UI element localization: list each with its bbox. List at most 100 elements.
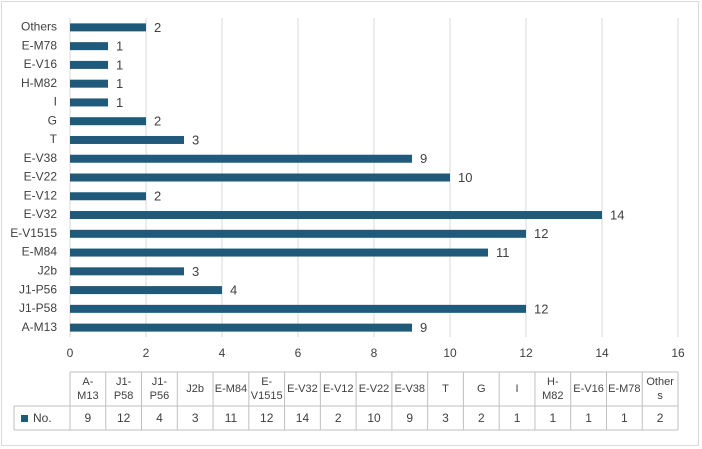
table-header-cell: E-V22 [359, 383, 390, 395]
bar [70, 286, 222, 295]
table-header-cell: E-V32 [287, 383, 318, 395]
table-header-cell: M13 [77, 390, 98, 402]
data-label: 4 [230, 283, 237, 298]
y-tick-label: E-V38 [24, 151, 58, 165]
y-tick-label: J1-P56 [19, 282, 57, 296]
table-header-cell: G [477, 383, 486, 395]
y-tick-label: E-M78 [22, 38, 58, 52]
x-tick-label: 6 [295, 346, 302, 360]
data-label: 2 [154, 114, 161, 129]
table-value-cell: 11 [225, 411, 238, 425]
table-header-cell: P58 [114, 390, 134, 402]
table-header-cell: I [516, 383, 519, 395]
table-header-cell: H- [547, 376, 559, 388]
bar [70, 211, 602, 220]
y-tick-label: E-V32 [24, 207, 58, 221]
table-value-cell: 12 [117, 411, 131, 425]
table-header-cell: A- [82, 376, 93, 388]
table-header-cell: Other [646, 376, 674, 388]
table-value-cell: 1 [585, 411, 592, 425]
bar [70, 79, 108, 88]
x-tick-label: 14 [595, 346, 609, 360]
y-tick-label: A-M13 [22, 320, 58, 334]
bar [70, 229, 526, 238]
table-value-cell: 12 [260, 411, 274, 425]
table-value-cell: 1 [514, 411, 521, 425]
legend-label: No. [33, 411, 52, 425]
bar [70, 154, 412, 163]
x-tick-label: 16 [671, 346, 685, 360]
data-label: 14 [610, 207, 624, 222]
bar [70, 98, 108, 107]
table-value-cell: 14 [296, 411, 310, 425]
table-value-cell: 2 [657, 411, 664, 425]
table-header-cell: P56 [150, 390, 170, 402]
bar [70, 192, 146, 201]
bar [70, 248, 488, 257]
table-header-cell: J1- [152, 376, 168, 388]
y-tick-label: J2b [38, 263, 58, 277]
table-header-cell: E-V38 [394, 383, 425, 395]
data-label: 3 [192, 132, 199, 147]
bar [70, 323, 412, 332]
x-tick-label: 2 [143, 346, 150, 360]
data-label: 1 [116, 39, 123, 54]
table-value-cell: 2 [478, 411, 485, 425]
table-header-cell: V1515 [251, 390, 283, 402]
data-label: 12 [534, 301, 548, 316]
table-value-cell: 4 [156, 411, 163, 425]
y-tick-label: Others [21, 20, 57, 34]
table-value-cell: 9 [406, 411, 413, 425]
y-tick-label: E-V12 [24, 188, 58, 202]
x-tick-label: 4 [219, 346, 226, 360]
x-tick-label: 8 [371, 346, 378, 360]
y-tick-label: G [48, 113, 57, 127]
data-label: 9 [420, 151, 427, 166]
table-header-cell: E-V16 [573, 383, 604, 395]
table-value-cell: 3 [442, 411, 449, 425]
bar [70, 267, 184, 276]
y-tick-label: E-M84 [22, 245, 58, 259]
x-tick-label: 10 [443, 346, 457, 360]
data-label: 2 [154, 20, 161, 35]
data-label: 2 [154, 189, 161, 204]
bar [70, 117, 146, 126]
data-label: 3 [192, 264, 199, 279]
data-label: 9 [420, 320, 427, 335]
bar [70, 42, 108, 51]
table-value-cell: 9 [85, 411, 92, 425]
y-tick-label: T [50, 132, 58, 146]
table-header-cell: T [442, 383, 449, 395]
bar [70, 23, 146, 32]
legend-key [21, 415, 28, 422]
data-label: 1 [116, 57, 123, 72]
x-tick-label: 0 [67, 346, 74, 360]
y-tick-label: E-V16 [24, 57, 58, 71]
bar [70, 60, 108, 69]
data-label: 11 [496, 245, 510, 260]
bar [70, 304, 526, 313]
y-tick-label: H-M82 [21, 76, 57, 90]
y-tick-label: E-V1515 [10, 226, 57, 240]
y-tick-label: J1-P58 [19, 301, 57, 315]
table-header-cell: M82 [542, 390, 563, 402]
x-tick-label: 12 [519, 346, 533, 360]
table-header-cell: J2b [186, 383, 204, 395]
data-label: 1 [116, 95, 123, 110]
bar [70, 135, 184, 144]
table-value-cell: 3 [192, 411, 199, 425]
data-label: 12 [534, 226, 548, 241]
table-header-cell: E- [261, 376, 272, 388]
y-tick-label: E-V22 [24, 170, 58, 184]
y-tick-label: I [54, 95, 57, 109]
table-header-cell: E-M84 [215, 383, 247, 395]
table-header-cell: E-V12 [323, 383, 354, 395]
table-header-cell: s [657, 390, 663, 402]
table-value-cell: 1 [621, 411, 628, 425]
table-value-cell: 2 [335, 411, 342, 425]
table-value-cell: 1 [549, 411, 556, 425]
data-label: 10 [458, 170, 472, 185]
table-header-cell: J1- [116, 376, 132, 388]
table-header-cell: E-M78 [608, 383, 640, 395]
